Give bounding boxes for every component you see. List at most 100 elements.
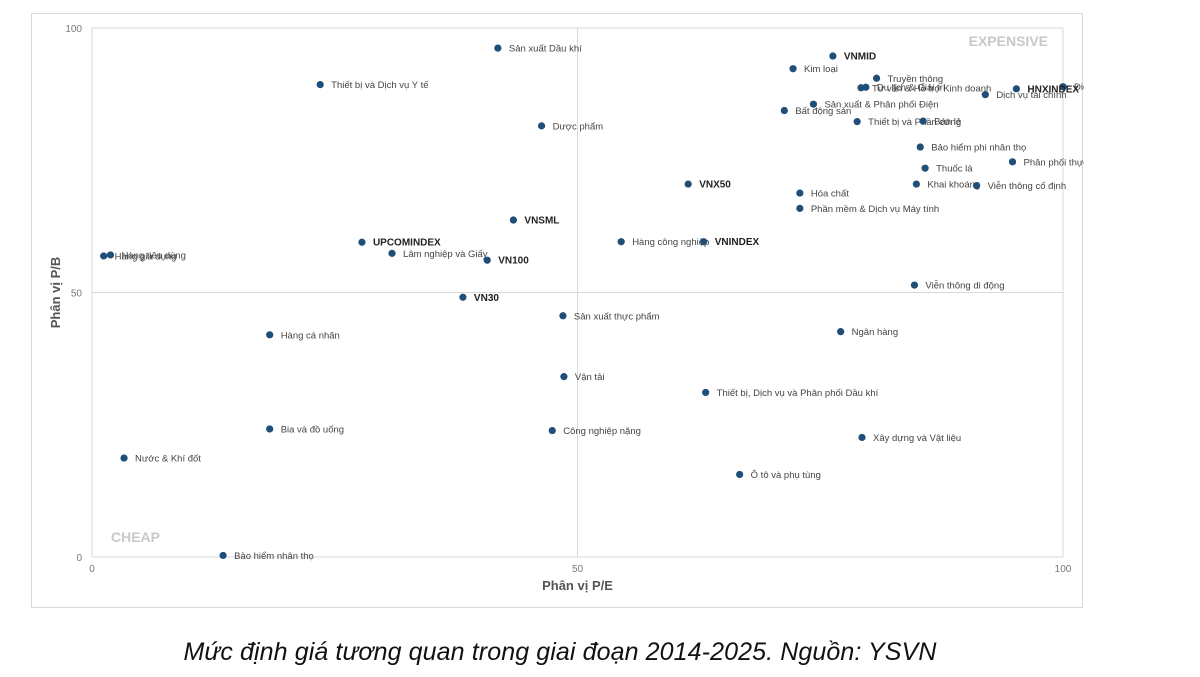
data-point-dien-tu-thiet-bi-dien [1059,83,1067,91]
data-point-san-xuat-phan-phoi-dien [809,100,818,108]
data-label-san-xuat-thuc-pham: Sản xuất thực phẩm [574,311,660,322]
data-label-san-xuat-dau-khi: Sản xuất Dầu khí [509,44,582,55]
data-point-bat-dong-san [780,106,788,115]
data-point-duoc-pham [537,122,546,130]
data-label-hang-ca-nhan: Hàng cá nhân [281,330,340,341]
data-label-thiet-bi-va-dich-vu-y-te: Thiết bị và Dịch vụ Y tế [331,80,429,91]
data-label-vnx50: VNX50 [699,180,731,191]
data-label-dien-tu-thiet-bi-dien: Điện tử & Thiết bị điện [1074,82,1084,93]
scatter-plot: EXPENSIVE CHEAP 0 50 100 0 50 100 Phân vị P/E… [48,24,1084,593]
data-label-hang-cong-nghiep: Hàng công nghiệp [632,237,709,248]
data-point-ban-le [919,117,927,125]
data-label-ban-le: Bán lẻ [934,117,961,128]
data-point-vnindex [700,238,708,246]
x-tick-label: 0 [89,564,95,575]
data-label-kim-loai: Kim loại [804,64,838,75]
data-label-lam-nghiep-va-giay: Lâm nghiệp và Giấy [403,249,488,260]
data-point-bao-hiem-phi-nhan-tho [916,143,924,151]
data-label-tu-van-ho-tro-kinh-doanh: Tư vấn & Hỗ trợ Kinh doanh [872,83,991,94]
x-axis-title: Phân vị P/E [542,578,613,593]
quadrant-label-cheap: CHEAP [111,529,160,545]
data-point-hang-gia-dung [100,252,108,260]
y-tick-label: 100 [65,24,82,35]
data-point-lam-nghiep-va-giay [388,249,396,257]
data-point-hoa-chat [796,189,804,197]
data-point-khai-khoang [912,180,920,188]
data-label-bat-dong-san: Bất động sản [795,106,851,117]
data-label-hoa-chat: Hóa chất [811,189,849,200]
quadrant-label-expensive: EXPENSIVE [969,33,1048,49]
data-point-kim-loai [789,65,797,73]
y-axis-title: Phân vị P/B [48,257,63,329]
data-point-phan-mem-dich-vu-may-tinh [796,204,804,212]
data-point-xay-dung-va-vat-lieu [858,433,866,442]
data-point-ngan-hang [837,328,845,336]
data-label-hnxindex: HNXINDEX [1027,84,1079,95]
data-point-vnmid [829,52,837,60]
data-label-dich-vu-tai-chinh: Dịch vụ tài chính [996,90,1066,101]
data-label-xay-dung-va-vat-lieu: Xây dựng và Vật liệu [873,433,961,444]
data-label-truyen-thong: Truyền thông [888,74,944,85]
data-label-vnmid: VNMID [844,52,876,63]
data-label-vnsml: VNSML [524,216,559,227]
data-point-vnx50 [684,180,692,188]
data-point-san-xuat-dau-khi [494,44,502,52]
data-label-hang-gia-dung: Hàng gia dụng [115,251,177,262]
data-point-dich-vu-tai-chinh [981,91,989,99]
data-label-phan-mem-dich-vu-may-tinh: Phần mềm & Dịch vụ Máy tính [811,204,939,215]
data-point-hang-ca-nhan [266,331,274,339]
data-point-bao-hiem-nhan-tho [219,551,227,560]
data-label-hang-tieu-dung: Hàng tiêu dùng [121,250,185,261]
data-point-vnsml [509,216,518,224]
data-label-ngan-hang: Ngân hàng [852,327,898,338]
data-label-bia-va-do-uong: Bia và đồ uống [281,424,344,435]
data-label-phan-phoi-thuc-pham-duoc-pham: Phân phối thực phẩm & dược phẩm [1024,157,1084,168]
data-label-van-tai: Vận tải [575,372,605,383]
data-label-vien-thong-di-dong: Viễn thông di động [925,281,1004,292]
data-point-vien-thong-co-dinh [972,182,981,190]
data-point-hang-tieu-dung [106,251,115,259]
data-point-hang-cong-nghiep [617,238,625,246]
data-label-vien-thong-co-dinh: Viễn thông cố định [988,181,1067,192]
data-label-cong-nghiep-nang: Công nghiệp nặng [563,426,641,437]
data-label-san-xuat-phan-phoi-dien: Sản xuất & Phân phối Điện [824,100,938,111]
y-tick-label: 0 [76,553,82,564]
data-point-thiet-bi-va-phan-cung [853,118,861,126]
data-point-vn100 [483,256,491,264]
data-point-du-lich-giai-tri [862,83,870,91]
data-label-thuoc-la: Thuốc lá [936,164,973,175]
data-label-duoc-pham: Dược phẩm [553,121,604,132]
data-point-truyen-thong [872,74,881,82]
x-tick-label: 100 [1055,564,1072,575]
data-point-cong-nghiep-nang [548,426,556,435]
figure-caption: Mức định giá tương quan trong giai đoạn … [183,638,937,666]
data-label-thiet-bi-va-phan-cung: Thiết bị và Phần cứng [868,117,961,128]
data-point-van-tai [560,373,568,381]
data-label-thiet-bi-dich-vu-va-phan-phoi-dau-khi: Thiết bị, Dịch vụ và Phân phối Dầu khí [717,388,879,399]
data-point-phan-phoi-thuc-pham-duoc-pham [1008,158,1017,166]
data-label-vn30: VN30 [474,293,499,304]
data-point-nuoc-khi-dot [120,454,128,462]
x-tick-label: 50 [572,564,584,575]
data-label-bao-hiem-phi-nhan-tho: Bảo hiểm phi nhân thọ [931,143,1026,154]
data-label-o-to-va-phu-tung: Ô tô và phụ tùng [751,470,821,481]
data-point-thiet-bi-va-dich-vu-y-te [316,81,324,89]
data-point-san-xuat-thuc-pham [559,312,567,320]
data-point-bia-va-do-uong [266,425,274,433]
data-point-vn30 [459,293,467,301]
data-label-vnindex: VNINDEX [715,237,760,248]
data-label-nuoc-khi-dot: Nước & Khí đốt [135,454,201,465]
chart-container: EXPENSIVE CHEAP 0 50 100 0 50 100 Phân vị P/E… [31,13,1084,608]
data-label-khai-khoang: Khai khoáng [927,180,980,191]
data-label-upcomindex: UPCOMINDEX [373,238,441,249]
data-point-thuoc-la [921,164,929,172]
y-tick-label: 50 [71,289,83,300]
data-point-vien-thong-di-dong [910,281,919,289]
data-point-upcomindex [358,238,366,246]
data-point-hnxindex [1012,85,1020,93]
data-point-o-to-va-phu-tung [736,470,744,479]
data-label-du-lich-giai-tri: Du lịch & Giải trí [877,83,946,94]
data-label-bao-hiem-nhan-tho: Bảo hiểm nhân thọ [234,551,314,562]
data-label-vn100: VN100 [498,256,529,267]
data-point-thiet-bi-dich-vu-va-phan-phoi-dau-khi [702,388,710,397]
